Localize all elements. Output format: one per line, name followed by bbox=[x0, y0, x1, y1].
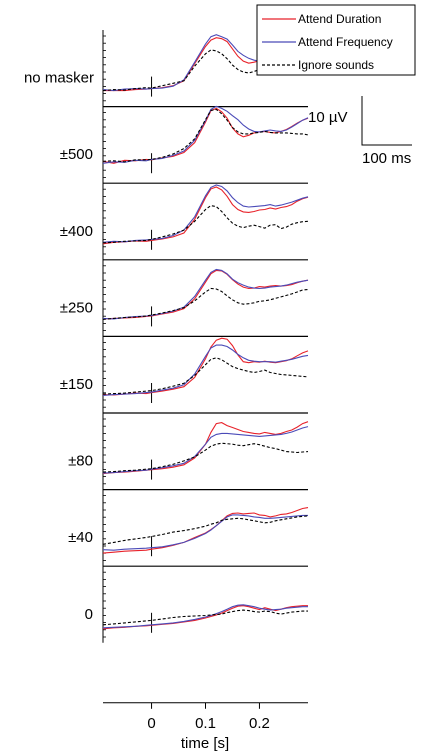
panels: no masker±500±400±250±150±80±400 bbox=[24, 30, 309, 643]
x-axis: 0 0.1 0.2 bbox=[103, 702, 308, 732]
panel-label: ±500 bbox=[60, 146, 93, 163]
legend-label-ignore-sounds: Ignore sounds bbox=[298, 58, 374, 72]
panel-2: ±400 bbox=[60, 184, 309, 261]
panel-1: ±500 bbox=[60, 105, 309, 184]
series-line-ignore-sounds bbox=[102, 287, 309, 320]
series-line-attend-duration bbox=[102, 507, 309, 554]
series-line-attend-frequency bbox=[102, 105, 309, 164]
panel-label: ±40 bbox=[68, 529, 93, 546]
scale-bar-lines bbox=[361, 96, 412, 146]
x-tick-label: 0.1 bbox=[195, 715, 216, 732]
series-line-attend-duration bbox=[102, 337, 309, 396]
panel-7: 0 bbox=[85, 571, 308, 638]
panel-6: ±40 bbox=[68, 495, 309, 567]
legend-box bbox=[256, 4, 416, 76]
panel-5: ±80 bbox=[68, 418, 309, 491]
series-line-attend-duration bbox=[102, 421, 309, 475]
legend-label-attend-duration: Attend Duration bbox=[298, 12, 381, 26]
series-line-attend-frequency bbox=[102, 184, 309, 243]
series-line-ignore-sounds bbox=[102, 515, 309, 545]
series-line-ignore-sounds bbox=[102, 442, 309, 473]
scale-bar-time-label: 100 ms bbox=[362, 150, 411, 167]
scale-bar: 10 µV 100 ms bbox=[308, 96, 412, 167]
panel-3: ±250 bbox=[60, 265, 309, 337]
panel-label: ±250 bbox=[60, 299, 93, 316]
series-line-ignore-sounds bbox=[102, 49, 309, 92]
series-line-attend-frequency bbox=[102, 268, 309, 320]
panel-label: ±400 bbox=[60, 223, 93, 240]
series-line-attend-duration bbox=[102, 107, 309, 164]
panel-label: ±150 bbox=[60, 376, 93, 393]
series-line-attend-duration bbox=[102, 186, 309, 245]
series-line-attend-frequency bbox=[102, 344, 309, 397]
series-line-ignore-sounds bbox=[102, 609, 308, 626]
series-line-ignore-sounds bbox=[102, 357, 309, 395]
series-line-attend-duration bbox=[102, 269, 309, 320]
x-axis-label: time [s] bbox=[181, 735, 229, 752]
series-line-ignore-sounds bbox=[102, 108, 309, 163]
legend: Attend Duration Attend Frequency Ignore … bbox=[256, 4, 416, 76]
panel-label: no masker bbox=[24, 70, 94, 87]
x-tick-label: 0.2 bbox=[249, 715, 270, 732]
legend-label-attend-frequency: Attend Frequency bbox=[298, 35, 393, 49]
panel-label: ±80 bbox=[68, 453, 93, 470]
series-line-ignore-sounds bbox=[102, 205, 309, 244]
series-line-attend-frequency bbox=[102, 514, 308, 551]
panel-label: 0 bbox=[85, 606, 93, 623]
panel-4: ±150 bbox=[60, 337, 309, 414]
series-line-attend-frequency bbox=[102, 604, 308, 629]
series-line-attend-frequency bbox=[102, 426, 309, 474]
scale-bar-amplitude-label: 10 µV bbox=[308, 109, 348, 126]
x-tick-label: 0 bbox=[147, 715, 155, 732]
